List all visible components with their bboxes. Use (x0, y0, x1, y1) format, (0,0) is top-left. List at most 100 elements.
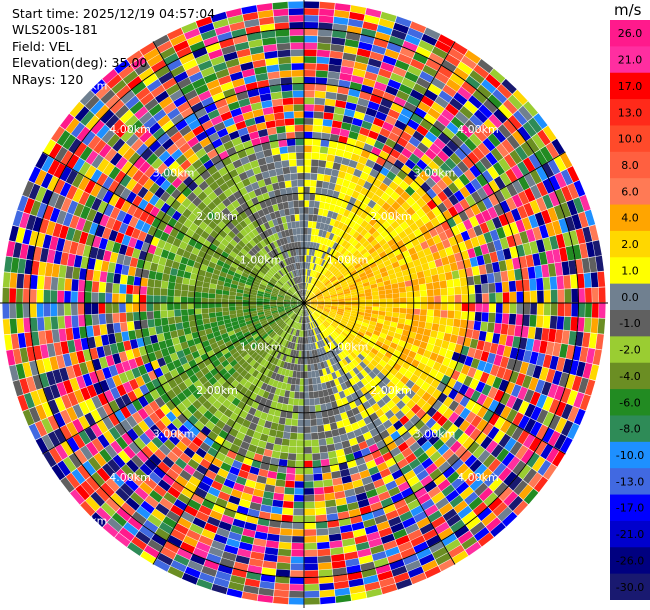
ray-gate (421, 335, 430, 343)
ray-gate (382, 394, 391, 404)
ray-gate (112, 283, 120, 294)
ray-gate (458, 420, 471, 432)
ray-gate (188, 119, 201, 131)
ray-gate (310, 305, 317, 309)
ray-gate (432, 155, 445, 167)
ray-gate (174, 289, 182, 297)
ray-gate (257, 440, 267, 449)
ray-gate (585, 303, 592, 318)
ray-gate (384, 234, 393, 243)
ray-gate (523, 433, 536, 449)
ray-gate (263, 221, 271, 230)
ray-gate (139, 525, 155, 539)
ray-gate (368, 130, 379, 140)
ray-gate (232, 324, 240, 330)
ray-gate (476, 418, 488, 432)
ray-gate (344, 309, 352, 313)
ray-gate (372, 367, 381, 376)
ray-gate (437, 392, 448, 404)
ray-gate (573, 197, 585, 214)
ray-gate (280, 445, 289, 453)
ray-gate (246, 263, 254, 270)
ray-gate (498, 104, 513, 119)
ray-gate (328, 415, 336, 424)
ray-gate (32, 216, 43, 232)
ray-gate (258, 288, 265, 293)
ray-gate (41, 156, 54, 173)
ray-gate (282, 339, 288, 347)
ray-gate (532, 339, 541, 353)
ray-gate (222, 399, 232, 409)
ray-gate (356, 48, 371, 58)
ray-gate (299, 309, 303, 316)
ray-gate (343, 311, 351, 316)
ray-gate (531, 133, 546, 150)
ray-gate (33, 345, 43, 360)
ray-gate (222, 336, 231, 344)
ray-gate (342, 179, 351, 188)
ray-gate (198, 90, 212, 102)
ray-gate (42, 139, 57, 156)
ray-gate (113, 273, 121, 284)
ray-gate (355, 104, 368, 114)
ray-gate (434, 71, 450, 84)
ray-gate (71, 122, 85, 138)
ray-gate (382, 121, 394, 132)
ray-gate (121, 393, 132, 406)
ray-gate (263, 308, 271, 312)
ray-gate (265, 273, 272, 279)
ray-gate (340, 281, 348, 287)
ray-gate (309, 284, 314, 291)
ray-gate (328, 203, 336, 212)
ray-gate (232, 351, 240, 359)
ray-gate (169, 228, 179, 238)
ray-gate (263, 304, 270, 308)
ray-gate (309, 262, 313, 270)
ray-gate (480, 436, 493, 450)
ray-gate (157, 375, 168, 386)
ray-gate (316, 257, 321, 265)
ray-gate (258, 587, 274, 597)
ray-gate (348, 88, 361, 98)
ray-gate (304, 97, 315, 105)
ray-gate (17, 195, 29, 212)
ray-gate (419, 341, 428, 350)
ray-gate (187, 202, 197, 213)
ray-gate (253, 188, 262, 197)
ray-gate (343, 288, 350, 293)
ray-gate (15, 363, 26, 380)
ray-gate (207, 211, 217, 221)
ray-gate (313, 235, 318, 243)
ray-gate (357, 463, 368, 473)
ray-gate (317, 273, 323, 280)
ray-gate (367, 101, 380, 111)
ray-gate (306, 283, 310, 290)
ray-gate (74, 338, 83, 352)
ray-gate (420, 309, 427, 316)
ray-gate (312, 138, 321, 146)
ray-gate (592, 349, 602, 366)
ray-gate (375, 31, 391, 42)
ray-gate (72, 418, 85, 434)
ray-gate (334, 442, 343, 451)
ray-gate (291, 297, 298, 301)
ray-gate (114, 423, 127, 436)
ray-gate (379, 577, 396, 588)
ray-gate (320, 275, 326, 282)
ray-gate (66, 185, 78, 200)
ray-gate (150, 334, 159, 344)
ray-gate (401, 147, 413, 159)
ray-gate (30, 200, 42, 216)
ray-gate (252, 267, 260, 274)
ray-gate (362, 251, 371, 259)
ray-gate (326, 444, 336, 452)
ray-gate (498, 334, 507, 346)
ray-gate (324, 430, 333, 439)
ray-gate (194, 107, 207, 119)
ray-gate (91, 512, 107, 528)
ray-gate (216, 211, 226, 221)
ray-gate (326, 351, 332, 359)
ray-gate (390, 376, 400, 386)
ray-gate (273, 315, 281, 320)
ray-gate (251, 196, 260, 206)
